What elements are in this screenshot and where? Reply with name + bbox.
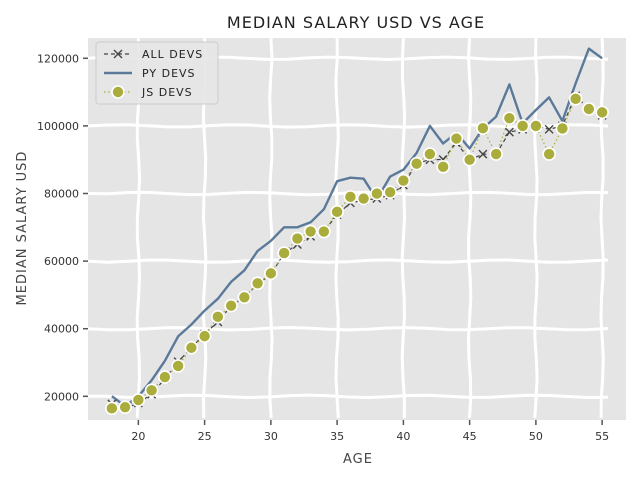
- point-js-devs: [290, 231, 305, 246]
- legend-box: [95, 41, 219, 105]
- x-gridline: [268, 37, 274, 419]
- x-tick-label: 55: [595, 430, 609, 443]
- point-js-devs: [211, 310, 225, 324]
- point-js-devs: [224, 298, 238, 313]
- y-tick-label: 20000: [44, 390, 79, 403]
- point-js-devs: [595, 105, 609, 120]
- point-js-devs: [131, 393, 146, 407]
- x-tick-label: 20: [131, 430, 145, 443]
- y-tick-label: 120000: [37, 52, 79, 65]
- point-js-devs: [542, 147, 556, 161]
- y-axis-label: MEDIAN SALARY USD: [15, 151, 30, 306]
- point-js-devs: [423, 147, 437, 161]
- y-tick-label: 100000: [37, 120, 79, 133]
- point-js-devs: [144, 383, 159, 398]
- x-gridline: [466, 37, 473, 419]
- point-js-devs: [568, 92, 583, 106]
- legend-label: PY DEVS: [142, 67, 196, 80]
- point-js-devs: [356, 191, 371, 206]
- series-py-devs: [111, 47, 603, 408]
- point-js-devs: [582, 102, 596, 116]
- point-js-devs: [515, 119, 530, 133]
- x-gridline: [334, 37, 340, 419]
- point-js-devs: [330, 205, 344, 219]
- legend-item-py-devs: PY DEVS: [104, 67, 196, 80]
- x-tick-label: 40: [396, 430, 410, 443]
- point-js-devs: [237, 290, 252, 305]
- point-js-devs: [197, 329, 212, 343]
- point-js-devs: [370, 186, 384, 201]
- legend-item-all-devs: ALL DEVS: [104, 48, 203, 61]
- chart-title: MEDIAN SALARY USD VS AGE: [227, 13, 485, 32]
- point-js-devs: [105, 401, 119, 416]
- point-js-devs: [171, 359, 185, 373]
- point-js-devs: [277, 246, 291, 260]
- x-axis-label: AGE: [343, 452, 373, 467]
- point-js-devs: [462, 152, 477, 167]
- x-tick-label: 30: [264, 430, 278, 443]
- series-area: [105, 47, 609, 416]
- point-all-devs: [478, 149, 488, 159]
- point-js-devs: [317, 224, 331, 239]
- point-js-devs: [436, 160, 450, 174]
- point-js-devs: [409, 156, 424, 171]
- x-tick-label: 25: [198, 430, 212, 443]
- y-tick-label: 80000: [44, 188, 79, 201]
- point-js-devs: [118, 400, 132, 414]
- point-js-devs: [396, 173, 411, 188]
- point-js-devs: [489, 147, 503, 161]
- x-gridline: [400, 37, 407, 419]
- y-tick-label: 60000: [44, 255, 79, 268]
- point-js-devs: [476, 121, 490, 136]
- point-all-devs: [544, 124, 554, 134]
- legend-label: ALL DEVS: [142, 48, 203, 61]
- point-js-devs: [250, 276, 265, 291]
- axis-ticks: 20 25 30 35 40 45 50 55 20000 40000 60000 80000 1000…: [37, 52, 609, 443]
- x-tick-label: 35: [330, 430, 344, 443]
- point-js-devs: [555, 121, 570, 136]
- point-js-devs: [529, 119, 543, 133]
- point-js-devs: [264, 266, 278, 281]
- point-all-devs: [504, 127, 514, 137]
- legend-label: JS DEVS: [141, 86, 193, 99]
- point-js-devs: [343, 190, 358, 204]
- legend-item-js-devs: JS DEVS: [104, 85, 193, 99]
- x-gridline: [533, 37, 539, 419]
- point-js-devs: [184, 340, 199, 355]
- point-js-devs: [383, 185, 397, 199]
- point-js-devs: [303, 224, 318, 239]
- series-js-devs: [105, 92, 609, 416]
- point-js-devs: [158, 370, 172, 384]
- legend-marker: [113, 49, 123, 59]
- y-gridline: [87, 258, 609, 264]
- y-gridline: [88, 393, 609, 400]
- y-tick-label: 40000: [44, 323, 79, 336]
- x-tick-label: 45: [463, 430, 477, 443]
- legend: ALL DEVS PY DEVS JS DEVS: [95, 41, 219, 105]
- series-line-py-devs: [111, 47, 603, 408]
- point-js-devs: [449, 131, 464, 146]
- y-gridline: [87, 325, 609, 332]
- point-js-devs: [502, 111, 517, 126]
- x-gridline: [599, 37, 605, 419]
- legend-marker: [111, 85, 125, 99]
- x-tick-label: 50: [529, 430, 543, 443]
